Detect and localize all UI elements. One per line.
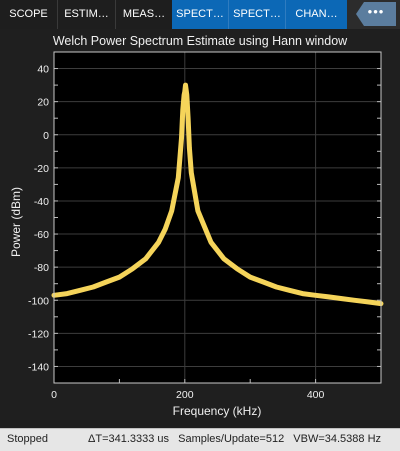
tab-estimation-label: ESTIM… [64,8,109,20]
y-tick-label: -60 [34,229,49,241]
tab-measurements-label: MEAS… [122,8,166,20]
x-tick-label: 400 [307,389,325,401]
status-delta-t: ΔT=341.3333 us [88,433,170,445]
status-samples: Samples/Update=512 [178,433,285,445]
tab-scope-label: SCOPE [9,8,48,20]
tab-spectrum-2[interactable]: SPECT… [229,0,286,29]
tab-spectrum-1-label: SPECT… [176,8,224,20]
chart-title: Welch Power Spectrum Estimate using Hann… [52,34,348,48]
tab-overflow-area: ••• [347,0,400,29]
status-bar: Stopped ΔT=341.3333 us Samples/Update=51… [0,428,400,451]
tab-spectrum-2-label: SPECT… [233,8,281,20]
y-tick-label: 20 [37,97,49,109]
tab-scope[interactable]: SCOPE [0,0,58,29]
tab-measurements[interactable]: MEAS… [116,0,172,29]
more-icon: ••• [367,4,385,19]
y-tick-label: 0 [43,130,49,142]
more-tabs-button[interactable]: ••• [356,2,396,26]
y-tick-label: -140 [28,361,49,373]
x-tick-label: 200 [176,389,194,401]
tab-spectrum-1[interactable]: SPECT… [172,0,229,29]
plot-frame [53,51,382,384]
toolstrip-tabs: SCOPE ESTIM… MEAS… SPECT… SPECT… CHAN… •… [0,0,400,29]
tab-channel-label: CHAN… [295,8,338,20]
y-tick-label: -40 [34,196,49,208]
status-details: ΔT=341.3333 us Samples/Update=512 VBW=34… [88,429,387,450]
spectrum-trace [51,82,384,307]
status-state: Stopped [7,433,48,445]
y-tick-label: -120 [28,328,49,340]
y-tick-label: -100 [28,295,49,307]
y-tick-label: 40 [37,64,49,76]
x-tick-label: 0 [51,389,57,401]
plot-area [54,52,381,383]
tab-channel[interactable]: CHAN… [286,0,347,29]
status-vbw: VBW=34.5388 Hz [293,433,382,445]
x-axis-label: Frequency (kHz) [172,404,262,418]
y-tick-label: -80 [34,262,49,274]
y-tick-label: -20 [34,163,49,175]
tab-estimation[interactable]: ESTIM… [58,0,116,29]
